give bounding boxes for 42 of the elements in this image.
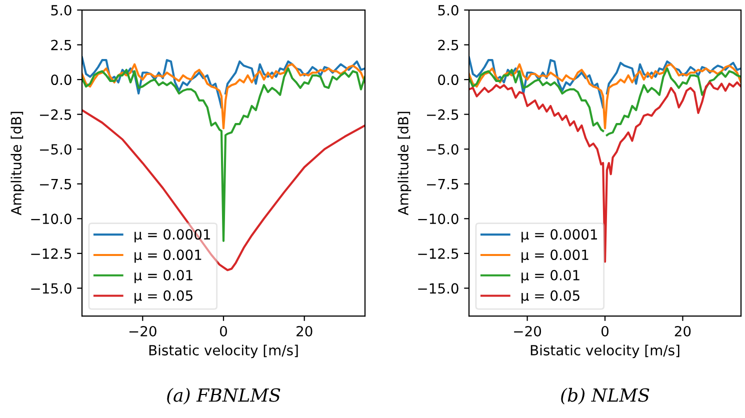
legend-label: μ = 0.01: [522, 270, 580, 284]
line-series: [82, 109, 365, 272]
x-axis-title: Bistatic velocity [m/s]: [530, 344, 680, 358]
y-tick-label: 2.5: [51, 40, 72, 50]
text: (a) FBNLMS: [167, 388, 280, 404]
y-tick-label: −5.0: [427, 144, 458, 155]
legend-label: μ = 0.01: [134, 270, 192, 284]
y-axis-title: Amplitude [dB]: [10, 112, 24, 216]
y-tick-label: −5.0: [40, 144, 72, 155]
legend-label: μ = 0.05: [134, 290, 192, 304]
y-tick-label: −10.0: [31, 214, 72, 224]
x-tick-label: 0: [220, 326, 227, 336]
y-tick-label: −7.5: [427, 179, 458, 190]
x-tick-label: −20: [129, 326, 156, 336]
legend-label: μ = 0.0001: [134, 229, 210, 242]
y-tick-label: 0.0: [51, 74, 72, 86]
text: (b) NLMS: [561, 388, 650, 404]
x-tick-label: −20: [514, 326, 542, 336]
y-axis-title: Amplitude [dB]: [398, 112, 412, 216]
y-tick-label: 5.0: [51, 5, 72, 16]
x-tick-label: 20: [296, 326, 312, 336]
x-axis-title: Bistatic velocity [m/s]: [149, 344, 298, 358]
x-tick-label: 20: [674, 326, 691, 336]
legend-label: μ = 0.001: [134, 250, 202, 263]
line-series: [469, 81, 741, 263]
y-tick-label: −12.5: [418, 248, 458, 259]
y-tick-label: −15.0: [31, 283, 72, 294]
y-tick-label: −12.5: [31, 248, 72, 259]
y-tick-label: 2.5: [438, 40, 458, 50]
legend-label: μ = 0.0001: [522, 229, 598, 242]
line-series: [82, 67, 365, 242]
y-tick-label: −2.5: [427, 109, 458, 120]
x-tick-label: 0: [601, 326, 608, 336]
y-tick-label: −2.5: [40, 109, 72, 120]
legend-label: μ = 0.05: [522, 290, 580, 304]
legend-label: μ = 0.001: [522, 250, 588, 263]
y-tick-label: −7.5: [40, 179, 72, 190]
y-tick-label: 0.0: [438, 74, 458, 86]
y-tick-label: −10.0: [418, 214, 458, 224]
line-series: [82, 63, 365, 130]
y-tick-label: 5.0: [438, 5, 458, 16]
y-tick-label: −15.0: [418, 283, 458, 294]
